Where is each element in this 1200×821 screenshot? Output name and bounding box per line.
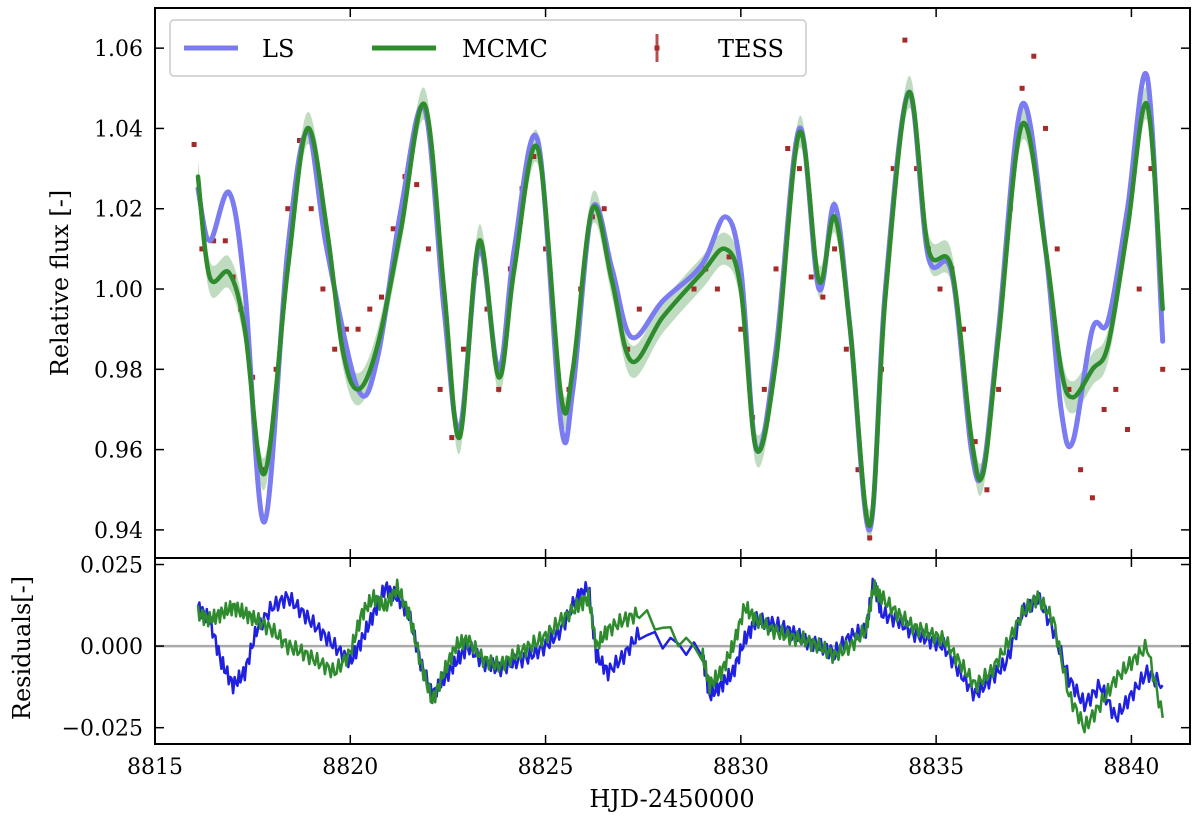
tess-point — [379, 294, 384, 300]
tess-point — [984, 487, 990, 493]
tess-point — [691, 286, 697, 292]
x-axis-label: HJD-2450000 — [589, 785, 754, 813]
tess-point — [1089, 495, 1095, 501]
tess-point — [867, 535, 873, 541]
tess-point — [796, 166, 802, 172]
residuals-panel: −0.025 0.000 0.025 8815 8820 8825 8830 8835 8840… — [8, 554, 1191, 813]
x-tick-label: 8830 — [713, 755, 769, 780]
tess-point — [1043, 125, 1048, 131]
tess-point — [308, 206, 314, 212]
tess-point — [211, 238, 217, 244]
flux-y-tick-label: 1.06 — [94, 37, 143, 62]
tess-point — [425, 246, 431, 252]
x-tick-label: 8835 — [908, 755, 964, 780]
tess-point — [332, 346, 338, 352]
tess-point — [1125, 427, 1130, 432]
tess-point — [1031, 53, 1037, 59]
residuals-y-axis-label: Residuals[-] — [8, 576, 36, 720]
tess-point — [390, 226, 396, 232]
tess-point — [808, 274, 814, 280]
tess-point — [820, 294, 826, 300]
tess-point — [785, 146, 791, 151]
flux-y-axis-label: Relative flux [-] — [46, 190, 74, 376]
residuals-ticks: −0.025 0.000 0.025 8815 8820 8825 8830 8835 8840 — [62, 554, 1190, 780]
tess-point — [636, 306, 642, 312]
tess-point — [1136, 286, 1142, 292]
legend-ls-label: LS — [262, 35, 294, 63]
tess-point — [890, 166, 896, 172]
tess-point — [937, 286, 943, 292]
tess-point — [714, 286, 720, 292]
tess-point — [972, 439, 978, 445]
tess-point — [449, 435, 455, 441]
x-tick-label: 8820 — [322, 755, 378, 780]
flux-y-tick-label: 0.96 — [94, 439, 143, 464]
tess-point — [914, 166, 920, 172]
tess-point — [738, 326, 744, 332]
tess-point — [1066, 386, 1072, 392]
flux-y-tick-label: 0.98 — [94, 358, 143, 383]
ls-line — [195, 70, 1166, 533]
tess-point — [1160, 366, 1166, 372]
flux-ticks: 0.94 0.96 0.98 1.00 1.02 1.04 1.06 — [94, 8, 1190, 558]
tess-point — [484, 306, 490, 312]
tess-point — [773, 266, 779, 272]
tess-point — [367, 306, 373, 312]
tess-point — [543, 246, 549, 252]
tess-point — [902, 37, 908, 43]
tess-point — [437, 386, 443, 392]
tess-point — [191, 142, 197, 147]
legend-mcmc-label: MCMC — [462, 35, 548, 63]
tess-point — [996, 386, 1002, 392]
tess-point — [855, 467, 861, 473]
tess-point — [285, 206, 291, 212]
legend: LS MCMC TESS — [169, 19, 807, 77]
tess-point — [961, 326, 966, 332]
tess-point — [832, 246, 838, 252]
tess-point — [1101, 407, 1107, 412]
tess-point — [355, 326, 361, 332]
flux-y-tick-label: 1.00 — [94, 278, 143, 303]
residuals-y-tick-label: −0.025 — [62, 717, 143, 742]
residuals-plot-frame — [154, 557, 1191, 745]
tess-point — [601, 206, 607, 212]
tess-point — [843, 346, 849, 352]
tess-point — [1019, 85, 1025, 91]
tess-point — [1148, 166, 1154, 172]
x-tick-label: 8840 — [1103, 755, 1159, 780]
flux-panel: 0.94 0.96 0.98 1.00 1.02 1.04 1.06 Relative fl… — [46, 7, 1191, 559]
tess-point — [726, 254, 732, 260]
tess-point — [1078, 467, 1084, 473]
tess-point — [496, 386, 502, 392]
tess-point — [531, 154, 537, 159]
x-tick-label: 8825 — [518, 755, 574, 780]
tess-point — [199, 246, 205, 252]
tess-point — [461, 346, 466, 352]
tess-point — [343, 326, 349, 332]
tess-point — [761, 386, 767, 392]
residuals-y-tick-label: 0.025 — [80, 554, 143, 579]
tess-point — [1113, 386, 1119, 392]
tess-point — [1054, 246, 1060, 252]
flux-y-tick-label: 1.04 — [94, 117, 143, 142]
legend-tess-marker — [654, 45, 660, 51]
flux-y-tick-label: 0.94 — [94, 519, 143, 544]
tess-point — [320, 286, 326, 292]
tess-point — [414, 182, 420, 188]
mcmc-residual-line — [196, 578, 1164, 734]
mcmc-line — [195, 90, 1165, 529]
tess-point — [222, 238, 228, 244]
tess-point — [297, 138, 302, 143]
residual-series — [196, 577, 1164, 734]
legend-box — [169, 19, 807, 77]
legend-tess-label: TESS — [718, 35, 784, 63]
flux-series — [191, 37, 1166, 541]
ls-residual-line — [196, 577, 1164, 723]
residuals-y-tick-label: 0.000 — [80, 635, 143, 660]
x-tick-label: 8815 — [127, 755, 183, 780]
flux-y-tick-label: 1.02 — [94, 198, 143, 223]
